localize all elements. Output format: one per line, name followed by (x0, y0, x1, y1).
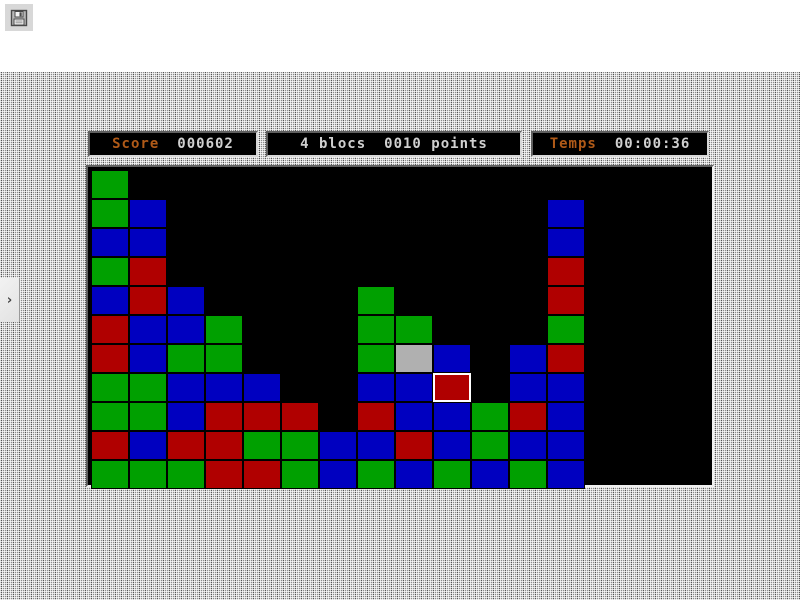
block-blue[interactable] (319, 431, 357, 460)
blocs-panel: 4 blocs 0010 points (266, 131, 522, 157)
block-blue[interactable] (395, 373, 433, 402)
block-green[interactable] (205, 344, 243, 373)
block-blue[interactable] (243, 373, 281, 402)
block-red[interactable] (129, 286, 167, 315)
game-board-frame (86, 165, 714, 489)
block-gray[interactable] (395, 344, 433, 373)
block-green[interactable] (91, 373, 129, 402)
block-green[interactable] (91, 170, 129, 199)
block-blue[interactable] (471, 460, 509, 489)
block-green[interactable] (91, 460, 129, 489)
block-blue[interactable] (167, 286, 205, 315)
block-red[interactable] (91, 344, 129, 373)
block-red[interactable] (281, 402, 319, 431)
block-blue[interactable] (205, 373, 243, 402)
block-blue[interactable] (547, 199, 585, 228)
block-red[interactable] (91, 315, 129, 344)
block-blue[interactable] (547, 431, 585, 460)
blocs-points-label: 0010 points (384, 136, 488, 152)
block-red[interactable] (243, 460, 281, 489)
block-green[interactable] (129, 373, 167, 402)
score-panel: Score 000602 (88, 131, 258, 157)
block-blue[interactable] (129, 344, 167, 373)
block-blue[interactable] (547, 460, 585, 489)
hud-bar: Score 000602 4 blocs 0010 points Temps 0… (88, 126, 715, 162)
block-red[interactable] (129, 257, 167, 286)
game-board-grid[interactable] (88, 167, 712, 489)
block-green[interactable] (357, 344, 395, 373)
score-value: 000602 (177, 136, 234, 152)
block-blue[interactable] (547, 228, 585, 257)
block-blue[interactable] (129, 431, 167, 460)
block-green[interactable] (243, 431, 281, 460)
block-blue[interactable] (357, 431, 395, 460)
block-green[interactable] (91, 257, 129, 286)
selected-block-red[interactable] (433, 373, 471, 402)
time-label: Temps (549, 136, 597, 152)
block-blue[interactable] (91, 228, 129, 257)
block-green[interactable] (547, 315, 585, 344)
block-green[interactable] (167, 344, 205, 373)
block-green[interactable] (357, 460, 395, 489)
block-red[interactable] (357, 402, 395, 431)
block-green[interactable] (91, 199, 129, 228)
time-panel: Temps 00:00:36 (531, 131, 709, 157)
block-blue[interactable] (395, 402, 433, 431)
block-red[interactable] (509, 402, 547, 431)
block-green[interactable] (471, 431, 509, 460)
top-toolbar (0, 0, 800, 72)
floppy-disk-icon (10, 9, 28, 26)
block-red[interactable] (205, 460, 243, 489)
block-green[interactable] (281, 431, 319, 460)
block-green[interactable] (129, 402, 167, 431)
block-red[interactable] (205, 431, 243, 460)
block-red[interactable] (547, 344, 585, 373)
save-button[interactable] (5, 4, 33, 31)
sidebar-expand-button[interactable]: › (0, 278, 20, 322)
block-green[interactable] (395, 315, 433, 344)
block-blue[interactable] (129, 228, 167, 257)
block-red[interactable] (91, 431, 129, 460)
block-blue[interactable] (357, 373, 395, 402)
time-value: 00:00:36 (614, 136, 691, 152)
block-red[interactable] (395, 431, 433, 460)
block-green[interactable] (91, 402, 129, 431)
block-green[interactable] (357, 286, 395, 315)
block-blue[interactable] (433, 402, 471, 431)
chevron-right-icon: › (6, 292, 13, 308)
block-blue[interactable] (129, 199, 167, 228)
block-blue[interactable] (547, 373, 585, 402)
score-label: Score (112, 136, 160, 152)
block-blue[interactable] (509, 344, 547, 373)
block-green[interactable] (205, 315, 243, 344)
block-blue[interactable] (433, 344, 471, 373)
block-blue[interactable] (509, 373, 547, 402)
block-green[interactable] (471, 402, 509, 431)
block-green[interactable] (129, 460, 167, 489)
block-red[interactable] (547, 257, 585, 286)
block-green[interactable] (167, 460, 205, 489)
block-blue[interactable] (319, 460, 357, 489)
block-green[interactable] (509, 460, 547, 489)
blocs-count-label: 4 blocs (300, 136, 367, 152)
block-green[interactable] (357, 315, 395, 344)
block-blue[interactable] (91, 286, 129, 315)
block-green[interactable] (433, 460, 471, 489)
block-red[interactable] (205, 402, 243, 431)
block-green[interactable] (281, 460, 319, 489)
block-blue[interactable] (433, 431, 471, 460)
block-red[interactable] (167, 431, 205, 460)
block-red[interactable] (547, 286, 585, 315)
block-blue[interactable] (167, 373, 205, 402)
block-blue[interactable] (167, 315, 205, 344)
block-blue[interactable] (167, 402, 205, 431)
block-blue[interactable] (509, 431, 547, 460)
block-blue[interactable] (547, 402, 585, 431)
block-red[interactable] (243, 402, 281, 431)
block-blue[interactable] (129, 315, 167, 344)
block-blue[interactable] (395, 460, 433, 489)
